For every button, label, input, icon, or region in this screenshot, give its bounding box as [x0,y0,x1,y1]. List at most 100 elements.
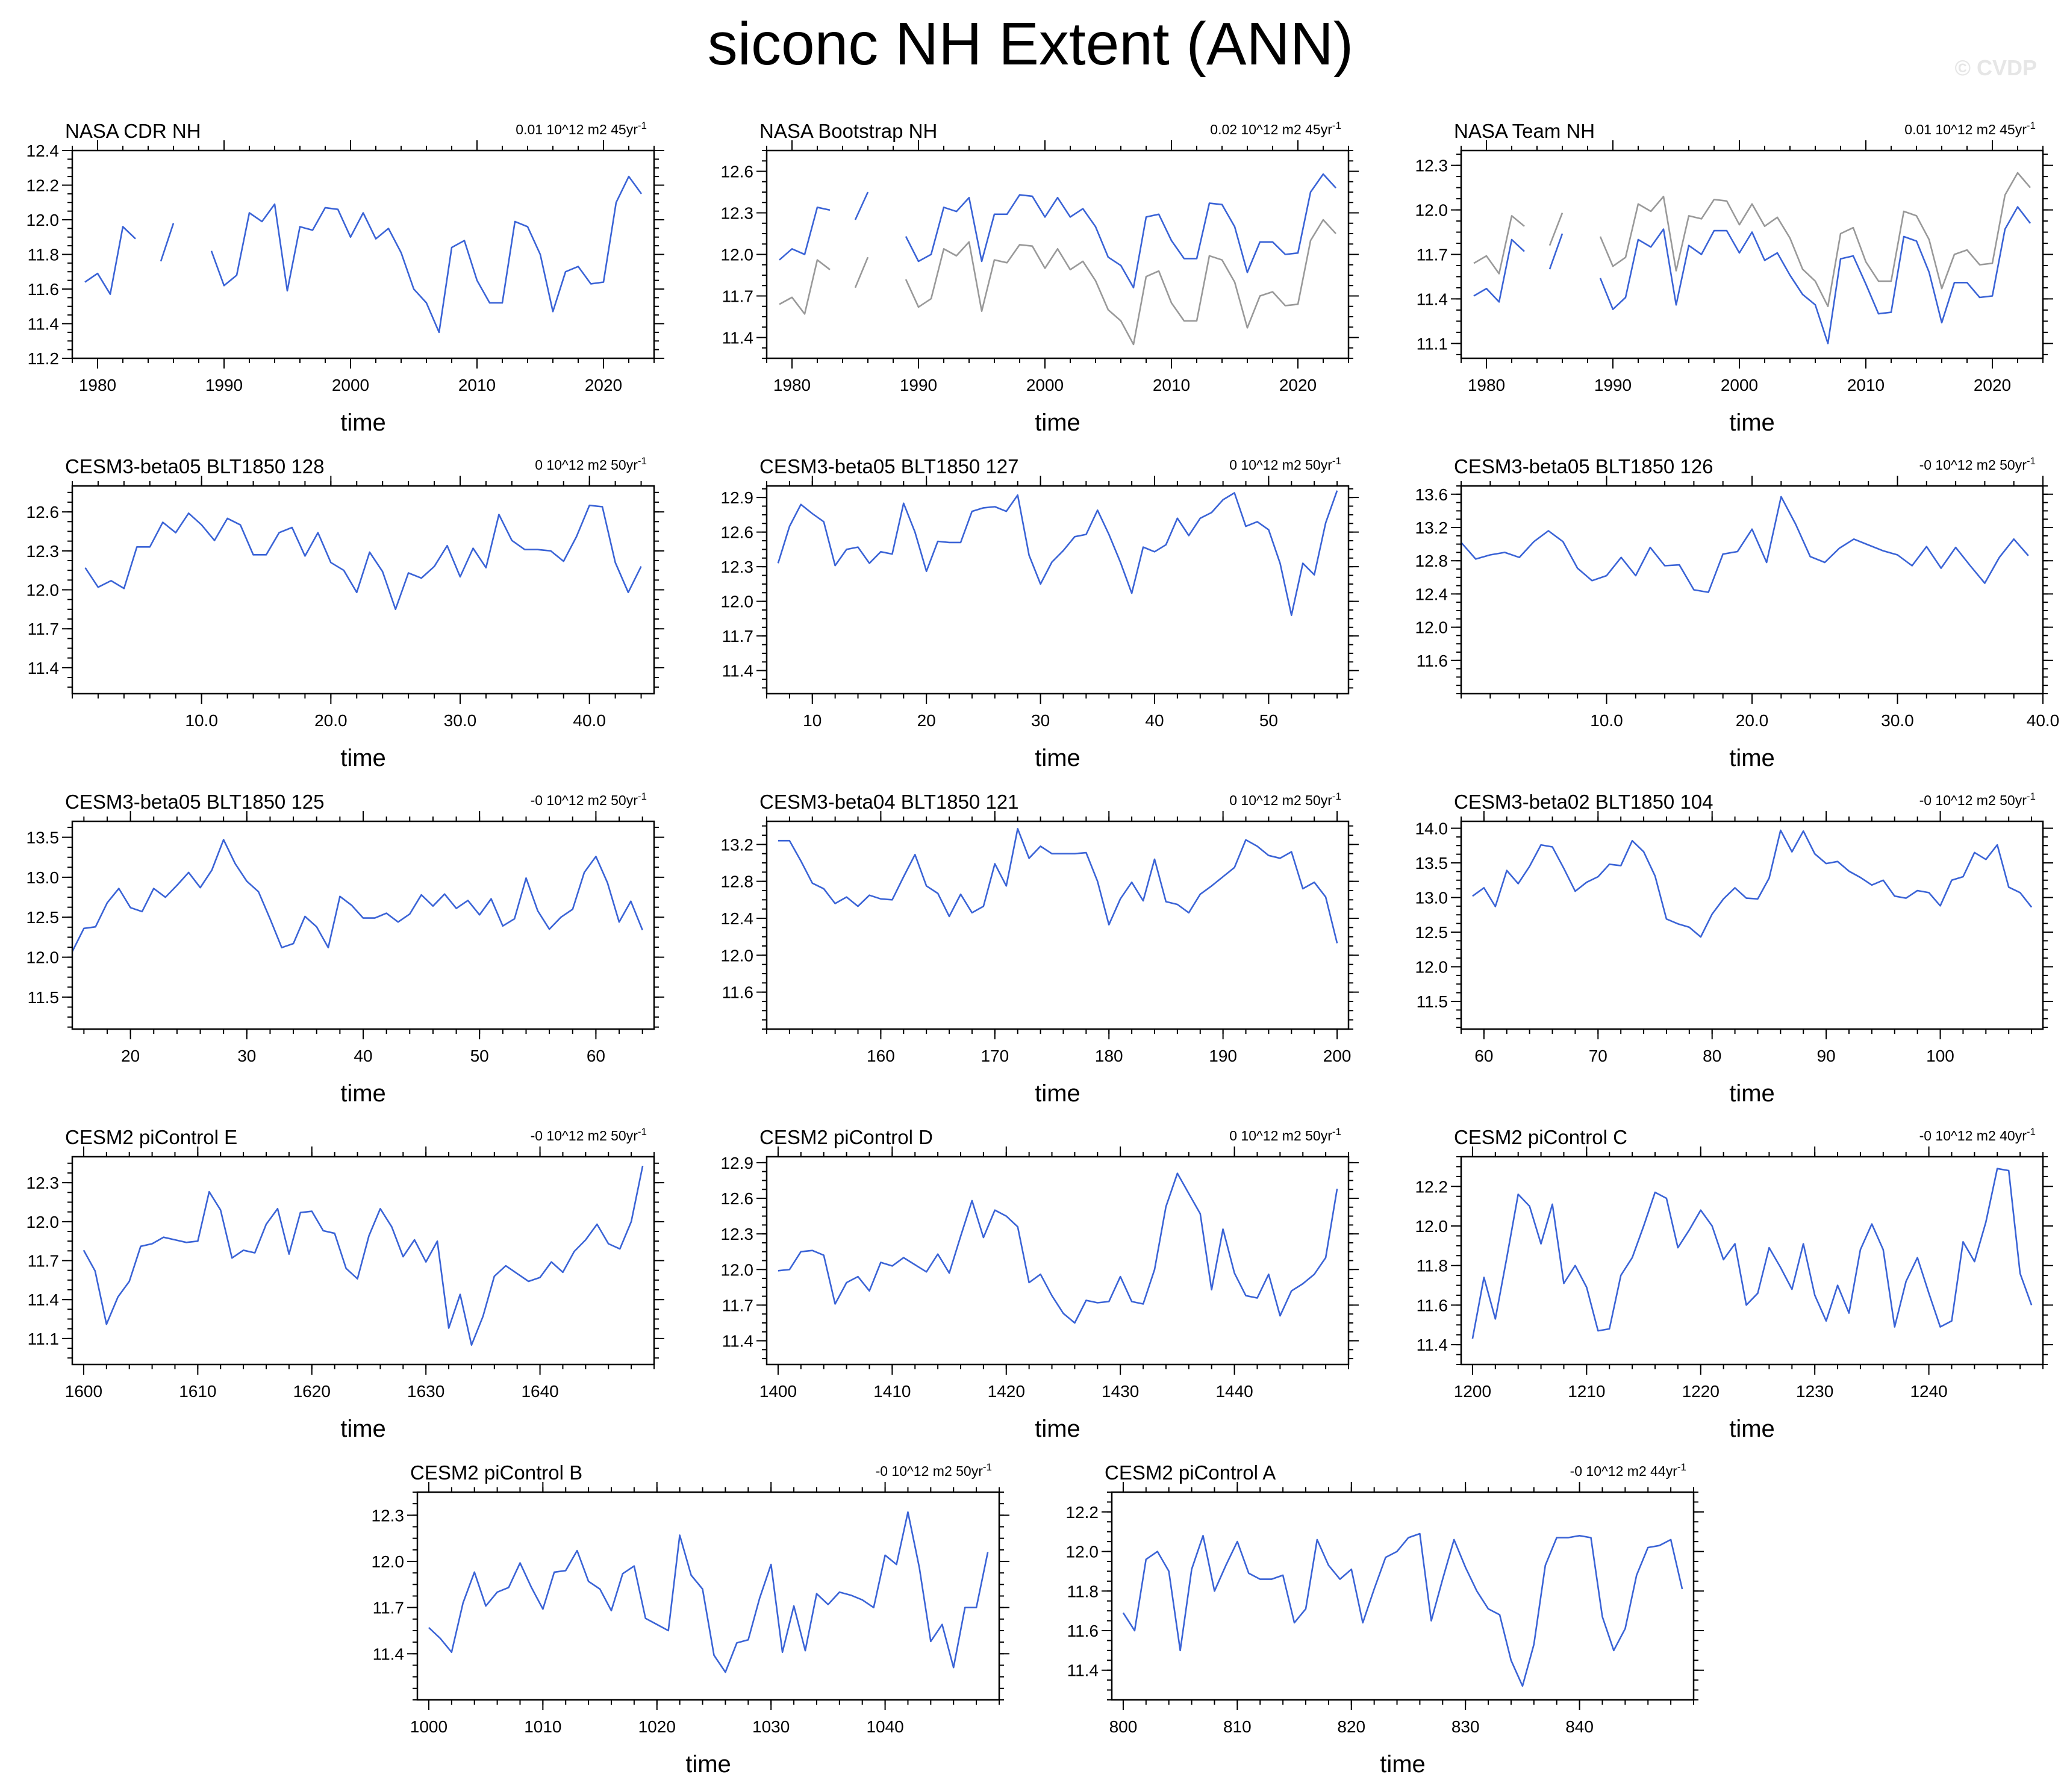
plot-frame [1460,1156,2044,1366]
y-tick-label: 12.3 [27,1174,60,1192]
trend-exponent: -1 [2027,791,2036,802]
trend-exponent: -1 [2027,455,2036,467]
x-tick-label: 1420 [988,1382,1025,1401]
x-axis-label: time [1729,1416,1775,1442]
series-line-1 [210,175,643,334]
plot-frame [765,1156,1350,1366]
chart-panel-4: CESM3-beta05 BLT1850 128 0 10^12 m2 50yr-… [27,455,664,771]
trend-exponent: -1 [638,455,647,467]
chart-panel-8: CESM3-beta04 BLT1850 121 0 10^12 m2 50yr-… [721,791,1359,1107]
x-tick-label: 800 [1109,1717,1138,1736]
series-line-2 [1548,233,1564,270]
panel-title: CESM3-beta04 BLT1850 121 [759,791,1019,813]
y-tick-label: 12.6 [721,1189,754,1208]
x-tick-label: 2020 [1974,376,2011,394]
y-tick-label: 12.6 [721,523,754,542]
y-tick-label: 12.0 [721,246,754,264]
y-tick-label: 12.5 [1415,923,1448,942]
x-tick-label: 40.0 [2027,711,2060,730]
series-line-1 [71,839,643,952]
y-tick-label: 11.1 [28,1330,59,1348]
y-tick-label: 12.8 [1415,552,1448,570]
chart-panel-6: CESM3-beta05 BLT1850 126 -0 10^12 m2 50yr… [1415,455,2060,771]
y-tick-label: 11.7 [722,287,753,306]
x-tick-label: 840 [1565,1717,1594,1736]
x-tick-label: 100 [1926,1047,1954,1065]
series-line-1 [854,257,869,288]
trend-exponent: -1 [638,1126,647,1137]
x-tick-label: 1210 [1568,1382,1605,1401]
x-tick-label: 40.0 [573,711,606,730]
y-tick-label: 11.4 [28,315,59,334]
y-tick-label: 12.4 [27,142,60,160]
trend-label: 0 10^12 m2 50yr-1 [1229,791,1341,808]
y-tick-label: 12.3 [721,558,754,576]
trend-exponent: -1 [2027,1126,2036,1137]
chart-panel-14: CESM2 piControl A -0 10^12 m2 44yr-1 11.4 1… [1066,1461,1704,1778]
x-tick-label: 10 [803,711,822,730]
x-tick-label: 180 [1095,1047,1123,1065]
plot-frame [1111,1491,1695,1701]
x-tick-label: 50 [1259,711,1278,730]
series-line-1 [1471,1168,2033,1339]
x-tick-label: 200 [1323,1047,1352,1065]
y-tick-label: 12.9 [721,1154,754,1172]
x-tick-label: 40 [1145,711,1164,730]
panel-title: NASA CDR NH [65,120,201,142]
x-axis-label: time [1729,745,1775,771]
y-tick-label: 12.0 [1066,1543,1099,1561]
chart-panel-9: CESM3-beta02 BLT1850 104 -0 10^12 m2 50yr… [1415,791,2053,1107]
chart-panel-3: NASA Team NH 0.01 10^12 m2 45yr-1 11.1 11.4… [1415,120,2053,436]
x-tick-label: 30.0 [444,711,477,730]
y-tick-label: 13.0 [27,868,60,887]
x-tick-label: 1980 [773,376,811,394]
x-tick-label: 30.0 [1881,711,1914,730]
y-tick-label: 12.0 [1415,958,1448,977]
x-tick-label: 30 [237,1047,256,1065]
plot-frame [71,149,655,359]
trend-label: 0 10^12 m2 50yr-1 [1229,1126,1341,1143]
x-axis-label: time [340,409,386,436]
y-tick-label: 12.9 [721,488,754,507]
x-tick-label: 2010 [1153,376,1190,394]
series-line-1 [778,828,1338,944]
panel-title: CESM3-beta05 BLT1850 128 [65,455,325,478]
panel-title: CESM2 piControl B [410,1461,582,1484]
series-line-1 [1548,213,1564,246]
series-line-1 [1599,172,2031,308]
y-tick-label: 12.0 [1415,1217,1448,1236]
x-tick-label: 1230 [1796,1382,1833,1401]
x-tick-label: 2010 [458,376,496,394]
x-tick-label: 60 [1474,1047,1493,1065]
x-axis-label: time [1729,409,1775,436]
y-tick-label: 12.0 [1415,618,1448,637]
panel-title: CESM3-beta05 BLT1850 125 [65,791,325,813]
trend-exponent: -1 [2027,120,2036,131]
y-tick-label: 11.7 [28,620,59,638]
x-tick-label: 1020 [638,1717,676,1736]
x-tick-label: 2000 [1026,376,1064,394]
chart-panel-5: CESM3-beta05 BLT1850 127 0 10^12 m2 50yr-… [721,455,1359,771]
x-tick-label: 70 [1589,1047,1607,1065]
y-tick-label: 11.1 [1417,334,1448,353]
x-tick-label: 830 [1451,1717,1480,1736]
y-tick-label: 12.5 [27,908,60,927]
y-tick-label: 11.6 [1417,652,1448,670]
x-axis-label: time [1035,409,1080,436]
y-tick-label: 12.3 [372,1506,405,1525]
x-tick-label: 1240 [1910,1382,1947,1401]
y-tick-label: 11.7 [373,1599,404,1617]
series-line-1 [1473,215,1525,275]
plot-frame [765,820,1350,1030]
x-tick-label: 2000 [332,376,369,394]
x-tick-label: 1640 [521,1382,558,1401]
trend-label: 0.01 10^12 m2 45yr-1 [1904,120,2036,137]
trend-label: 0 10^12 m2 50yr-1 [1229,455,1341,473]
y-tick-label: 11.4 [1417,1336,1448,1354]
y-tick-label: 11.6 [28,280,59,299]
y-tick-label: 12.0 [721,946,754,965]
y-tick-label: 12.0 [1415,201,1448,220]
x-tick-label: 1990 [900,376,937,394]
y-tick-label: 11.6 [1417,1296,1448,1314]
